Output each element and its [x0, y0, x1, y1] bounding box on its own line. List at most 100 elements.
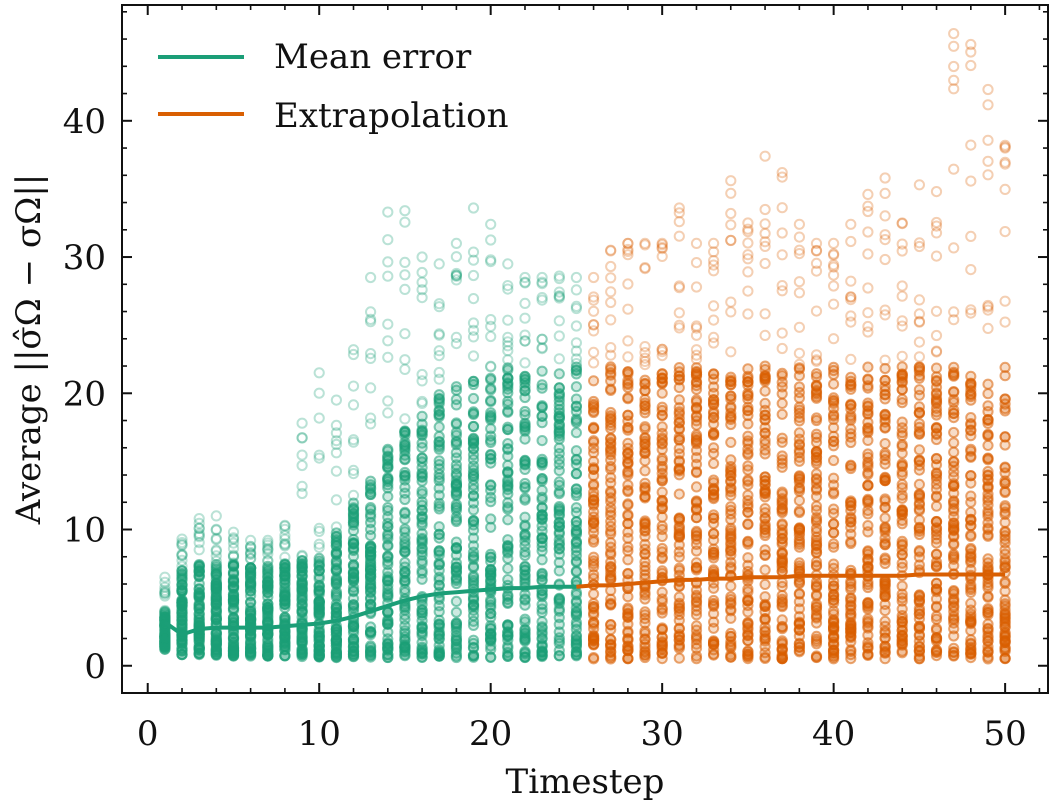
data-point: [502, 642, 514, 654]
outlier-point: [159, 584, 171, 597]
x-axis-title: Timestep: [506, 762, 665, 802]
y-tick-label: 10: [63, 511, 106, 551]
data-point: [862, 479, 874, 491]
data-point: [570, 516, 583, 528]
data-point: [708, 622, 720, 634]
data-point: [759, 438, 771, 450]
data-point: [656, 622, 668, 634]
data-point: [673, 642, 685, 654]
data-point: [570, 608, 583, 621]
data-point: [862, 526, 874, 538]
data-point: [948, 480, 960, 492]
data-point: [159, 628, 171, 640]
data-point: [690, 434, 703, 446]
data-point: [245, 585, 257, 597]
data-point: [759, 413, 771, 426]
data-point: [605, 361, 617, 373]
outlier-point: [176, 549, 188, 562]
data-point: [622, 409, 634, 421]
data-point: [725, 594, 737, 606]
data-point: [365, 571, 377, 583]
data-point: [502, 405, 514, 417]
data-point: [382, 591, 394, 603]
data-point: [193, 589, 205, 601]
data-point: [279, 591, 291, 603]
data-point: [416, 534, 428, 546]
outlier-point: [245, 546, 257, 559]
data-point: [210, 638, 222, 650]
data-point: [930, 362, 943, 374]
data-point: [399, 542, 411, 554]
data-point: [810, 589, 823, 601]
data-point: [999, 486, 1011, 499]
data-point: [930, 583, 943, 595]
data-point: [862, 640, 874, 652]
outlier-point: [159, 571, 171, 583]
data-point: [810, 445, 823, 458]
data-point: [896, 416, 908, 428]
data-point: [570, 454, 583, 466]
data-point: [433, 528, 445, 540]
data-point: [656, 647, 668, 659]
data-point: [485, 633, 497, 645]
data-point: [210, 561, 222, 573]
data-point: [467, 392, 480, 405]
data-point: [570, 413, 583, 425]
x-tick-label: 10: [298, 714, 341, 754]
data-point: [639, 538, 651, 550]
data-point: [416, 488, 428, 500]
data-point: [708, 457, 720, 470]
data-point: [862, 382, 874, 394]
data-point: [690, 529, 703, 542]
data-point: [502, 450, 514, 462]
data-point: [862, 495, 874, 507]
data-point: [725, 379, 737, 391]
data-point: [828, 651, 840, 663]
data-point: [776, 388, 788, 400]
data-point: [347, 550, 360, 562]
data-point: [759, 370, 771, 382]
data-point: [553, 448, 565, 460]
data-point: [673, 370, 685, 382]
data-point: [450, 606, 462, 618]
data-point: [913, 444, 926, 456]
data-point: [570, 556, 583, 568]
data-point: [570, 566, 583, 578]
data-point: [810, 457, 823, 470]
data-point: [930, 467, 943, 479]
data-point: [930, 409, 943, 421]
data-point: [793, 495, 806, 507]
data-point: [622, 498, 634, 510]
outlier-point: [279, 551, 291, 563]
outlier-point: [279, 530, 291, 542]
outlier-point: [210, 534, 222, 546]
data-point: [982, 644, 994, 657]
data-point: [879, 646, 891, 659]
data-point: [742, 474, 754, 486]
data-point: [365, 546, 377, 558]
data-point: [639, 435, 651, 447]
data-point: [845, 513, 857, 525]
data-point: [982, 453, 994, 465]
data-point: [502, 466, 514, 478]
data-point: [930, 650, 943, 662]
data-point: [930, 491, 943, 503]
outlier-point: [159, 581, 171, 594]
data-point: [862, 649, 874, 662]
data-point: [519, 385, 531, 397]
outlier-point: [159, 588, 171, 600]
data-point: [605, 520, 617, 533]
data-point: [793, 562, 806, 575]
data-point: [502, 373, 514, 385]
data-point: [896, 361, 908, 373]
data-point: [639, 606, 651, 618]
data-point: [896, 478, 908, 490]
x-tick-label: 20: [469, 714, 512, 754]
data-point: [639, 374, 651, 386]
data-point: [879, 557, 891, 570]
data-point: [759, 360, 771, 372]
data-point: [793, 505, 806, 517]
data-point: [656, 551, 668, 563]
data-point: [330, 578, 342, 590]
data-point: [622, 633, 634, 645]
